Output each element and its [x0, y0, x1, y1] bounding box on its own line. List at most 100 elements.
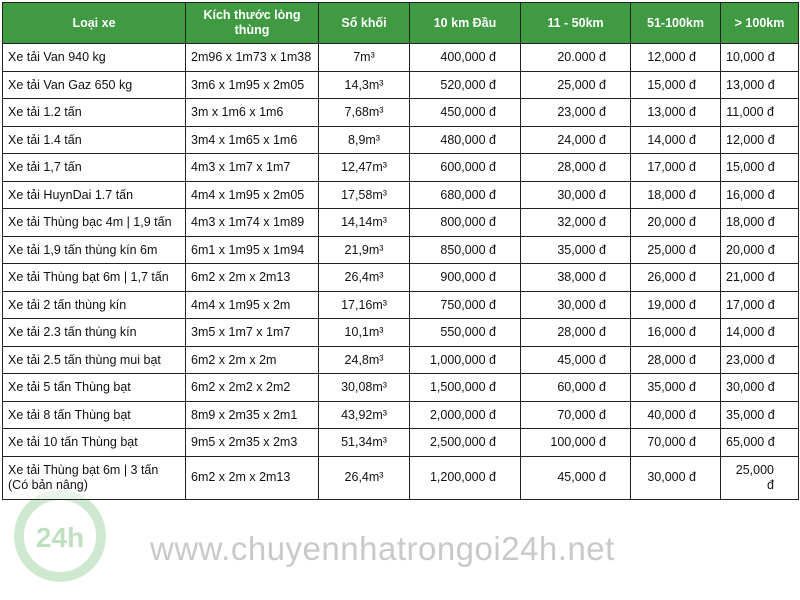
table-cell: 17,000 đ — [630, 153, 721, 182]
table-cell: 680,000 đ — [409, 180, 521, 209]
table-cell: 16,000 đ — [630, 318, 721, 347]
watermark-logo: 24h — [14, 490, 106, 582]
table-cell: 21,000 đ — [720, 263, 799, 292]
table-cell: Xe tải Thùng bạt 6m | 1,7 tấn — [2, 263, 186, 292]
table-cell: 15,000 đ — [720, 153, 799, 182]
header-row: Loại xe Kích thước lòng thùng Số khối 10 km… — [2, 2, 799, 44]
table-cell: 850,000 đ — [409, 235, 521, 264]
table-cell: 20.000 đ — [520, 43, 631, 72]
table-row: Xe tải 1.2 tấn 3m x 1m6 x 1m6 7,68m³ 450,00… — [2, 98, 799, 127]
header-cell: Số khối — [318, 2, 410, 44]
table-cell: 14,000 đ — [630, 125, 721, 154]
table-cell: 900,000 đ — [409, 263, 521, 292]
table-cell: Xe tải 1.2 tấn — [2, 98, 186, 127]
table-cell: 17,16m³ — [318, 290, 410, 319]
table-cell: 10,1m³ — [318, 318, 410, 347]
table-cell: 25,000 đ — [520, 70, 631, 99]
table-cell: 3m4 x 1m65 x 1m6 — [185, 125, 319, 154]
table-cell: 13,000 đ — [720, 70, 799, 99]
table-row: Xe tải 8 tấn Thùng bạt 8m9 x 2m35 x 2m1 43… — [2, 400, 799, 429]
table-row: Xe tải 2.5 tấn thùng mui bạt 6m2 x 2m x 2… — [2, 345, 799, 374]
table-row: Xe tải 5 tấn Thùng bạt 6m2 x 2m2 x 2m2 30,… — [2, 373, 799, 402]
table-cell: 14,000 đ — [720, 318, 799, 347]
table-cell: 30,000 đ — [720, 373, 799, 402]
table-cell: 35,000 đ — [630, 373, 721, 402]
table-cell: 520,000 đ — [409, 70, 521, 99]
table-cell: 6m2 x 2m x 2m — [185, 345, 319, 374]
table-cell: 13,000 đ — [630, 98, 721, 127]
table-row: Xe tải 2 tấn thùng kín 4m4 x 1m95 x 2m 17,… — [2, 290, 799, 319]
table-cell: 25,000 đ — [630, 235, 721, 264]
table-row: Xe tải HuynDai 1.7 tấn 4m4 x 1m95 x 2m05 1… — [2, 180, 799, 209]
table-cell: 14,3m³ — [318, 70, 410, 99]
table-cell: 16,000 đ — [720, 180, 799, 209]
header-cell: 10 km Đầu — [409, 2, 521, 44]
header-cell: 51-100km — [630, 2, 721, 44]
table-cell: 70,000 đ — [630, 428, 721, 457]
table-cell: 18,000 đ — [630, 180, 721, 209]
table-row: Xe tải 2.3 tấn thùng kín 3m5 x 1m7 x 1m7 1… — [2, 318, 799, 347]
table-row: Xe tải 1,7 tấn 4m3 x 1m7 x 1m7 12,47m³ 600,… — [2, 153, 799, 182]
table-row: Xe tải Van Gaz 650 kg 3m6 x 1m95 x 2m05 14… — [2, 70, 799, 99]
table-cell: 30,000 đ — [520, 290, 631, 319]
table-cell: 20,000 đ — [630, 208, 721, 237]
table-cell: 40,000 đ — [630, 400, 721, 429]
table-cell: 35,000 đ — [720, 400, 799, 429]
table-cell: 25,000 đ — [720, 455, 799, 500]
table-cell: 18,000 đ — [720, 208, 799, 237]
table-cell: 17,58m³ — [318, 180, 410, 209]
table-cell: Xe tải Thùng bạt 6m | 3 tấn (Có bản nâng… — [2, 455, 186, 500]
table-cell: 30,000 đ — [630, 455, 721, 500]
table-cell: 3m x 1m6 x 1m6 — [185, 98, 319, 127]
table-cell: 8m9 x 2m35 x 2m1 — [185, 400, 319, 429]
table-cell: 10,000 đ — [720, 43, 799, 72]
table-cell: 21,9m³ — [318, 235, 410, 264]
table-cell: 480,000 đ — [409, 125, 521, 154]
table-row: Xe tải Thùng bạc 4m | 1,9 tấn 4m3 x 1m74 … — [2, 208, 799, 237]
table-cell: 38,000 đ — [520, 263, 631, 292]
header-cell: Loại xe — [2, 2, 186, 44]
table-cell: 51,34m³ — [318, 428, 410, 457]
table-cell: 4m4 x 1m95 x 2m05 — [185, 180, 319, 209]
table-cell: 43,92m³ — [318, 400, 410, 429]
table-cell: 19,000 đ — [630, 290, 721, 319]
header-cell: > 100km — [720, 2, 799, 44]
table-cell: Xe tải 2.3 tấn thùng kín — [2, 318, 186, 347]
table-cell: 24,8m³ — [318, 345, 410, 374]
table-cell: 28,000 đ — [630, 345, 721, 374]
price-table: Loại xe Kích thước lòng thùng Số khối 10 km… — [2, 2, 799, 500]
table-cell: 1,200,000 đ — [409, 455, 521, 500]
table-cell: 23,000 đ — [720, 345, 799, 374]
table-cell: Xe tải 2 tấn thùng kín — [2, 290, 186, 319]
table-cell: 400,000 đ — [409, 43, 521, 72]
table-cell: 45,000 đ — [520, 345, 631, 374]
table-cell: 750,000 đ — [409, 290, 521, 319]
table-cell: 26,4m³ — [318, 263, 410, 292]
table-cell: Xe tải Van 940 kg — [2, 43, 186, 72]
table-cell: 6m2 x 2m x 2m13 — [185, 263, 319, 292]
table-cell: 28,000 đ — [520, 153, 631, 182]
table-cell: 8,9m³ — [318, 125, 410, 154]
table-cell: 26,4m³ — [318, 455, 410, 500]
table-cell: 45,000 đ — [520, 455, 631, 500]
watermark-logo-text: 24h — [35, 522, 85, 553]
table-cell: 15,000 đ — [630, 70, 721, 99]
table-cell: 70,000 đ — [520, 400, 631, 429]
table-cell: 6m2 x 2m2 x 2m2 — [185, 373, 319, 402]
table-cell: 6m2 x 2m x 2m13 — [185, 455, 319, 500]
header-cell: 11 - 50km — [520, 2, 631, 44]
header-cell: Kích thước lòng thùng — [185, 2, 319, 44]
table-cell: 23,000 đ — [520, 98, 631, 127]
table-cell: Xe tải 1,9 tấn thùng kín 6m — [2, 235, 186, 264]
table-cell: 65,000 đ — [720, 428, 799, 457]
table-cell: Xe tải HuynDai 1.7 tấn — [2, 180, 186, 209]
table-cell: 1,000,000 đ — [409, 345, 521, 374]
table-cell: 4m4 x 1m95 x 2m — [185, 290, 319, 319]
table-cell: Xe tải Thùng bạc 4m | 1,9 tấn — [2, 208, 186, 237]
table-cell: Xe tải Van Gaz 650 kg — [2, 70, 186, 99]
table-row: Xe tải 10 tấn Thùng bạt 9m5 x 2m35 x 2m3 5… — [2, 428, 799, 457]
table-cell: 600,000 đ — [409, 153, 521, 182]
table-cell: Xe tải 8 tấn Thùng bạt — [2, 400, 186, 429]
table-cell: 9m5 x 2m35 x 2m3 — [185, 428, 319, 457]
